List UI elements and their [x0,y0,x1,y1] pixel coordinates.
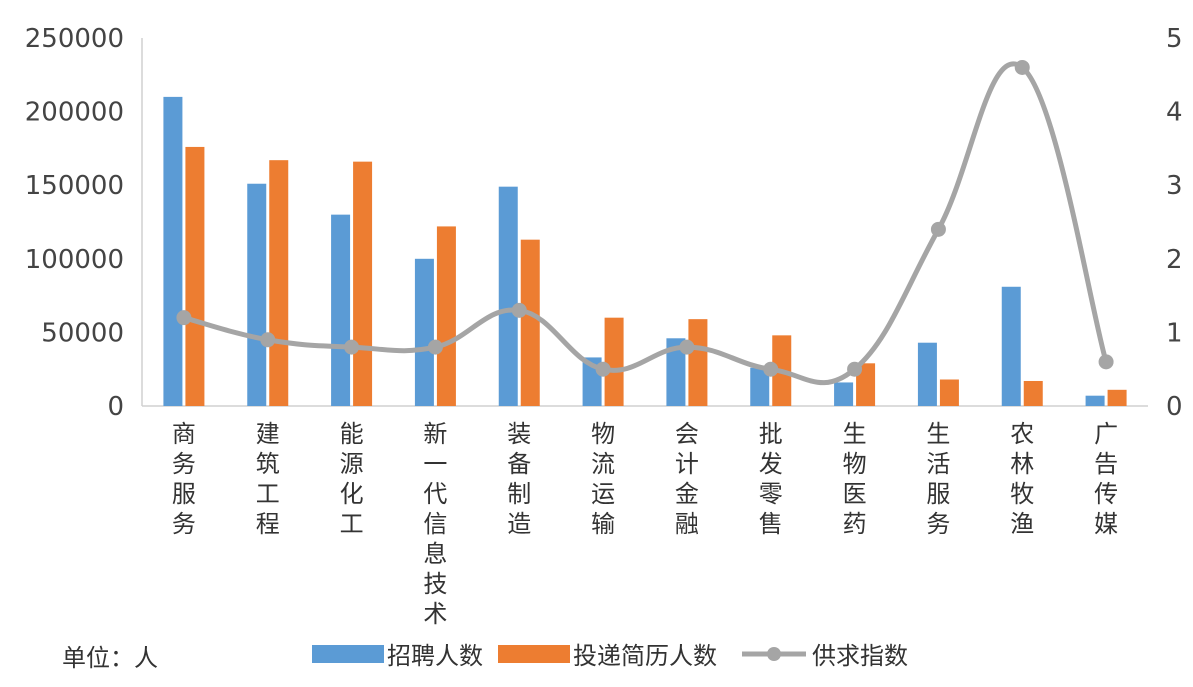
bar-0-9 [917,342,937,406]
left-tick-label: 100000 [25,245,124,275]
index-point-5 [595,361,611,377]
bar-0-4 [498,186,518,406]
left-tick-label: 250000 [25,24,124,54]
index-point-4 [511,302,527,318]
left-tick-label: 50000 [41,318,124,348]
legend-label-resume: 投递简历人数 [573,642,717,670]
index-point-1 [260,332,276,348]
bar-1-6 [688,319,708,406]
index-point-9 [930,221,946,237]
bar-1-10 [1023,380,1043,406]
bar-1-9 [939,379,959,406]
bar-0-11 [1085,395,1105,406]
category-label: 农林牧渔 [1010,420,1034,538]
bar-1-0 [185,146,205,407]
right-tick-label: 5 [1166,24,1183,54]
supply-demand-index-line [181,61,1109,386]
right-tick-label: 3 [1166,171,1183,201]
category-label: 建筑工程 [256,420,280,538]
right-tick-label: 2 [1166,245,1183,275]
left-tick-label: 150000 [25,171,124,201]
category-labels: 商务服务 建筑工程 能源化工 新一代信息技术 装备制造 物流运输 会计金融 批发零售 生物医药 生… [172,420,1118,628]
category-label: 会计金融 [675,420,699,538]
left-tick-label: 0 [107,392,124,422]
left-tick-label: 200000 [25,98,124,128]
legend: 招聘人数 投递简历人数 供求指数 [312,642,908,670]
index-point-8 [847,361,863,377]
index-point-3 [427,339,443,355]
category-label: 生活服务 [926,420,950,538]
index-point-0 [176,310,192,326]
bar-1-4 [520,239,540,406]
right-axis-ticks: 0 1 2 3 4 5 [1166,24,1183,422]
right-tick-label: 0 [1166,392,1183,422]
legend-swatch-index-marker [767,647,781,661]
bar-1-2 [353,161,373,406]
bar-0-3 [414,258,434,406]
legend-swatch-recruit [312,645,384,663]
bar-1-11 [1107,389,1127,406]
legend-label-index: 供求指数 [812,642,908,670]
bar-0-8 [834,382,854,406]
legend-label-recruit: 招聘人数 [387,642,483,670]
index-point-2 [344,339,360,355]
bar-1-3 [436,226,456,406]
index-point-10 [1014,59,1030,75]
bar-0-2 [331,214,351,406]
right-tick-label: 1 [1166,318,1183,348]
category-label: 批发零售 [759,420,783,538]
right-tick-label: 4 [1166,98,1183,128]
bar-0-0 [163,96,183,406]
bar-1-5 [604,317,624,406]
legend-swatch-resume [498,645,570,663]
left-axis-ticks: 0 50000 100000 150000 200000 250000 [25,24,124,422]
category-label: 物流运输 [591,420,615,538]
bar-0-7 [750,367,770,406]
bar-1-8 [856,363,876,406]
index-point-7 [763,361,779,377]
bar-0-1 [247,183,267,406]
index-point-6 [679,339,695,355]
bar-1-1 [269,160,289,406]
line-series-layer [176,59,1114,386]
bar-0-10 [1001,286,1021,406]
category-label: 新一代信息技术 [423,420,447,628]
index-point-11 [1098,354,1114,370]
category-label: 商务服务 [172,420,196,538]
unit-note: 单位：人 [62,644,158,672]
category-label: 生物医药 [843,420,867,538]
category-label: 广告传媒 [1094,420,1118,538]
category-label: 能源化工 [340,420,364,538]
category-label: 装备制造 [507,420,531,538]
bar-0-6 [666,338,686,406]
